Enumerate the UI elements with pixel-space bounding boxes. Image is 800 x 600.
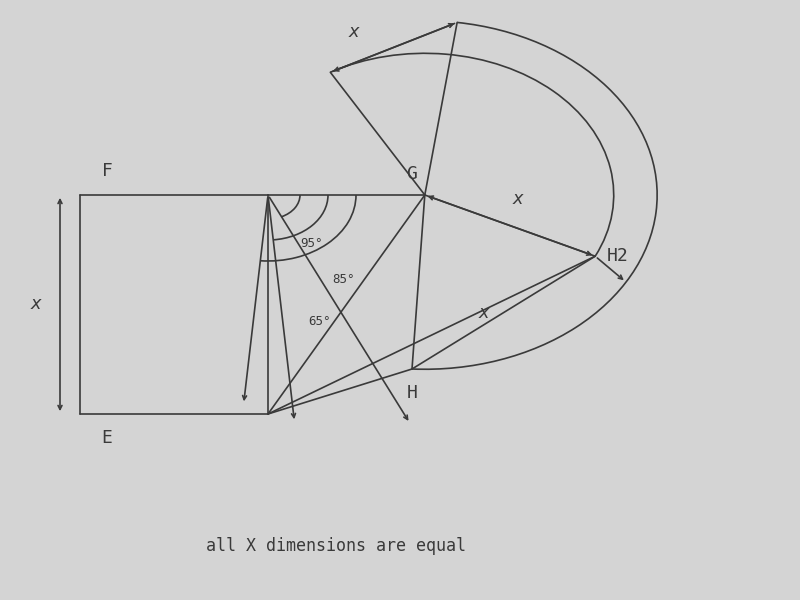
Text: 85°: 85° xyxy=(332,273,354,286)
Text: x: x xyxy=(478,304,490,322)
Text: 65°: 65° xyxy=(308,315,330,328)
Text: all X dimensions are equal: all X dimensions are equal xyxy=(206,537,466,555)
Text: 95°: 95° xyxy=(300,237,322,250)
Text: x: x xyxy=(348,23,359,41)
Text: x: x xyxy=(30,295,42,313)
Text: E: E xyxy=(102,429,113,447)
Text: F: F xyxy=(102,162,113,180)
Text: G: G xyxy=(406,165,417,183)
Text: H: H xyxy=(406,384,418,402)
Text: x: x xyxy=(513,190,523,208)
Text: H2: H2 xyxy=(607,247,629,265)
